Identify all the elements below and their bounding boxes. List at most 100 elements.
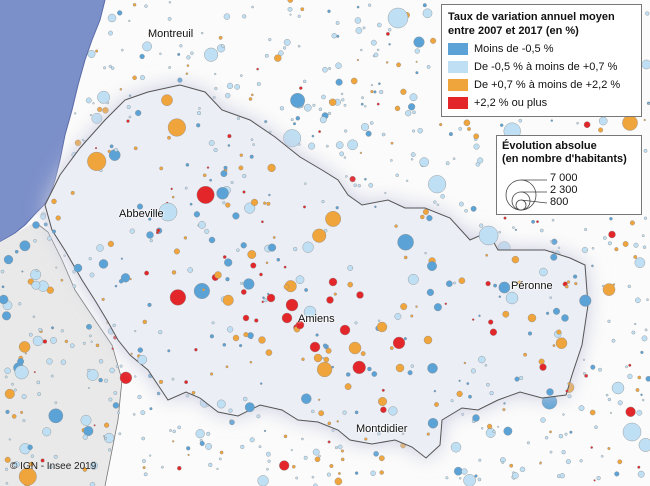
commune-dot [403, 337, 407, 341]
commune-dot [279, 106, 284, 111]
commune-dot [266, 467, 269, 471]
commune-dot [511, 255, 520, 264]
commune-dot [208, 462, 213, 467]
commune-dot [40, 458, 45, 463]
commune-dot [209, 178, 213, 182]
commune-dot [472, 318, 475, 321]
commune-dot [341, 98, 345, 102]
commune-dot-large [328, 277, 338, 287]
commune-dot [340, 92, 344, 96]
commune-dot [481, 427, 484, 430]
commune-dot [236, 248, 240, 252]
commune-dot [458, 277, 466, 285]
commune-dot [185, 163, 190, 167]
commune-dot [114, 147, 119, 152]
size-legend-title-line2: (en nombre d'habitants) [502, 153, 627, 165]
place-abbeville: Abbeville [119, 208, 164, 220]
commune-dot [0, 294, 9, 305]
commune-dot [283, 129, 301, 148]
commune-dot [579, 459, 583, 463]
commune-dot [101, 297, 105, 301]
commune-dot [31, 280, 41, 290]
commune-dot [260, 220, 264, 224]
commune-dot [18, 302, 22, 306]
commune-dot [251, 5, 254, 9]
commune-dot [4, 456, 11, 463]
commune-dot [171, 270, 177, 275]
commune-dot [113, 391, 118, 395]
commune-dot [634, 322, 637, 326]
commune-dot [540, 228, 544, 233]
commune-dot [218, 35, 223, 40]
commune-dot-large [208, 236, 216, 244]
commune-dot [489, 391, 494, 396]
commune-dot [339, 151, 345, 157]
commune-dot [608, 230, 616, 239]
commune-dot [397, 233, 414, 251]
commune-dot [598, 367, 602, 372]
commune-dot [185, 393, 190, 398]
commune-dot-large [326, 296, 334, 304]
commune-dot-large [356, 291, 364, 299]
commune-dot [297, 44, 301, 48]
commune-dot [412, 129, 416, 133]
commune-dot [128, 94, 132, 97]
commune-dot [373, 450, 379, 457]
commune-dot [187, 453, 190, 456]
commune-dot [600, 454, 604, 458]
size-legend-circles [505, 179, 548, 211]
commune-dot [103, 422, 110, 428]
commune-dot [410, 158, 414, 161]
commune-dot [578, 405, 585, 411]
commune-dot [190, 51, 194, 55]
commune-dot [19, 240, 31, 252]
commune-dot [210, 372, 214, 376]
commune-dot [283, 39, 291, 46]
commune-dot [426, 65, 431, 69]
commune-dot [344, 129, 348, 133]
commune-dot [485, 281, 491, 287]
commune-dot [318, 130, 321, 134]
commune-dot [433, 389, 437, 393]
commune-dot [189, 202, 193, 206]
commune-dot [622, 115, 638, 131]
commune-dot [311, 134, 315, 138]
commune-dot [381, 132, 386, 137]
commune-dot [89, 482, 96, 486]
commune-dot [565, 389, 569, 393]
commune-dot [498, 295, 501, 298]
commune-dot [576, 121, 579, 125]
commune-dot [102, 107, 109, 114]
legend-label-1: Moins de -0,5 % [474, 43, 554, 55]
commune-dot [300, 7, 305, 12]
commune-dot [386, 430, 390, 433]
commune-dot-large [258, 336, 266, 344]
commune-dot [394, 105, 401, 112]
commune-dot [323, 356, 330, 363]
legend-title-line1: Taux de variation annuel moyen [448, 11, 615, 23]
commune-dot [108, 397, 113, 402]
commune-dot [136, 203, 143, 210]
commune-dot [261, 300, 264, 304]
commune-dot [415, 60, 418, 63]
commune-dot [118, 432, 122, 436]
commune-dot [326, 472, 331, 477]
commune-dot [172, 429, 176, 434]
commune-dot [244, 402, 255, 413]
commune-dot [463, 119, 471, 127]
commune-dot [549, 430, 552, 434]
commune-dot [274, 54, 282, 62]
commune-dot [250, 198, 259, 207]
commune-dot [222, 255, 227, 259]
commune-dot [459, 477, 462, 480]
size-legend-title-line1: Évolution absolue [502, 140, 597, 152]
commune-dot [214, 86, 218, 91]
commune-dot [386, 61, 389, 64]
commune-dot [364, 177, 367, 181]
commune-dot [196, 111, 201, 116]
commune-dot [407, 273, 419, 285]
commune-dot [98, 259, 109, 269]
commune-dot [161, 94, 173, 106]
commune-dot [276, 257, 281, 262]
commune-dot [82, 434, 88, 440]
